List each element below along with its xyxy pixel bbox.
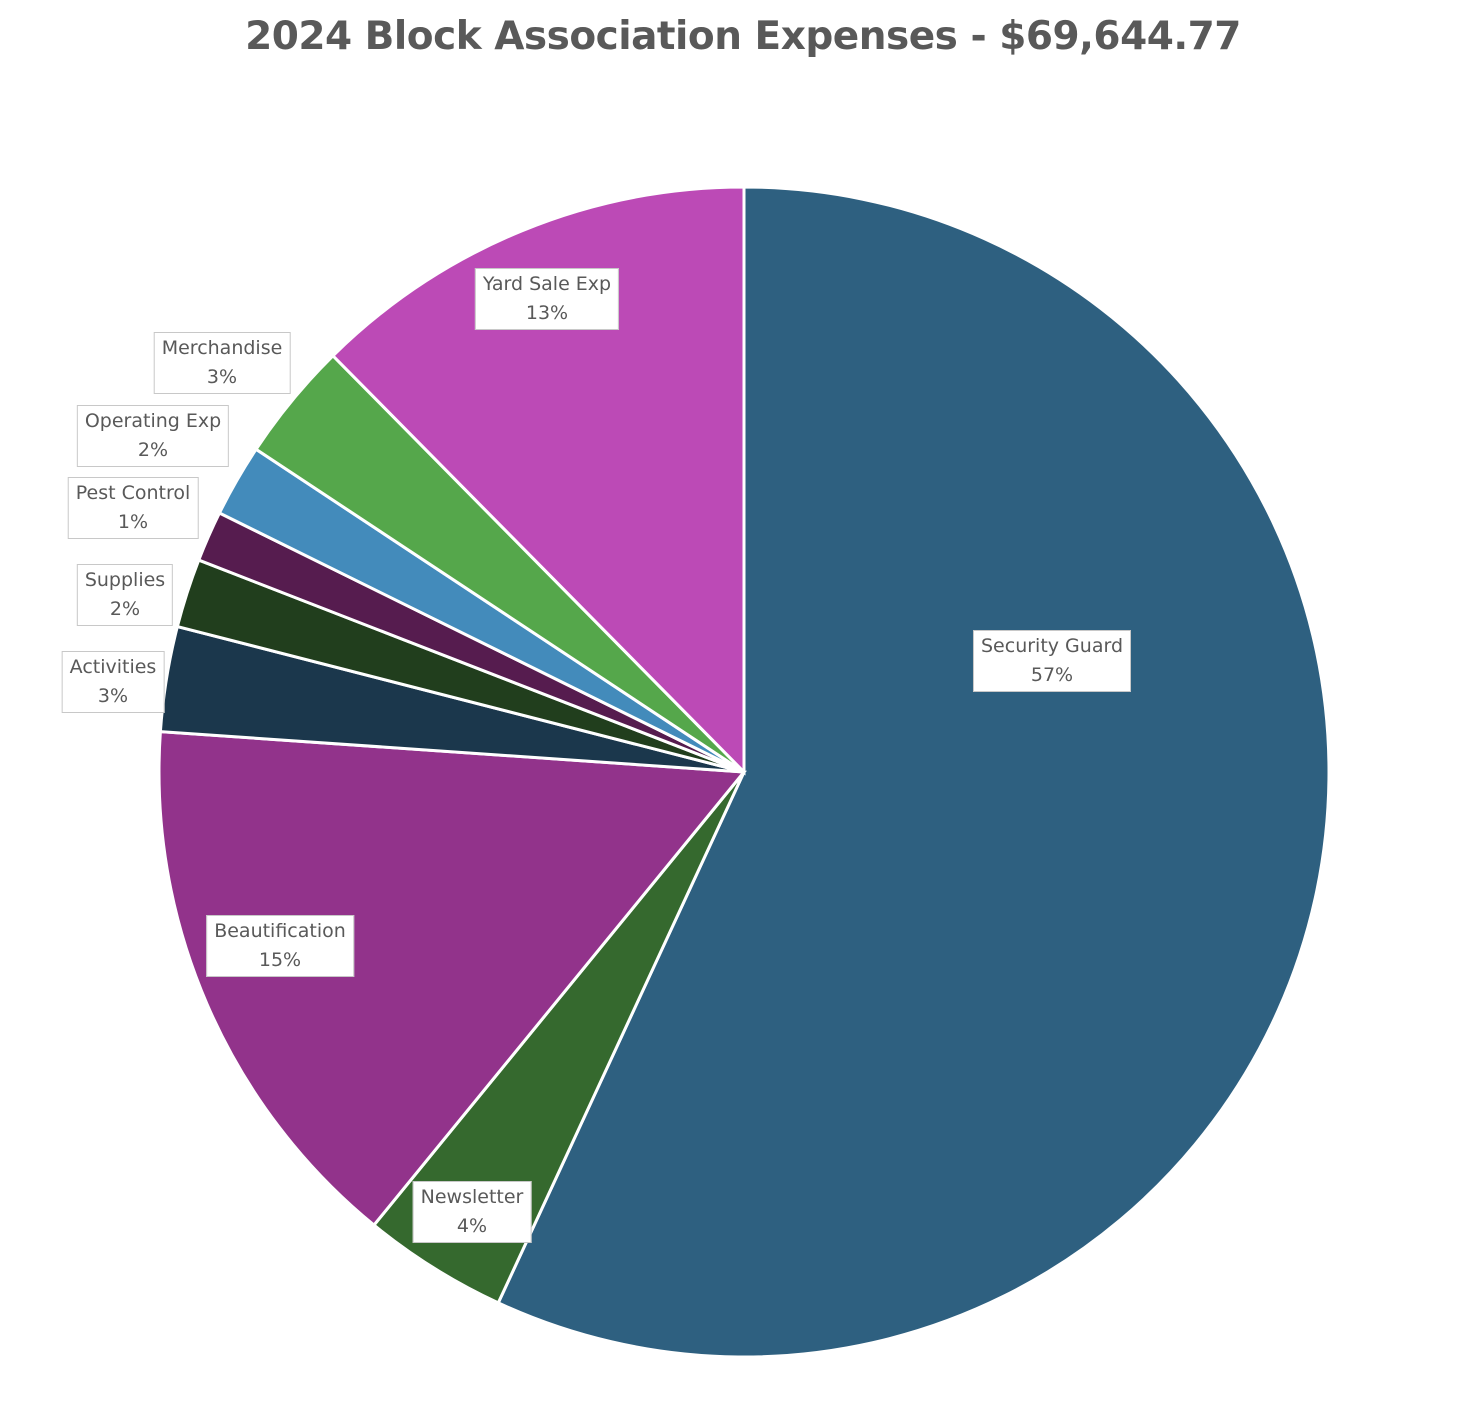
data-label: Beautification 15% [206,915,354,977]
data-label: Newsletter 4% [412,1181,532,1243]
data-label-name: Operating Exp [84,410,222,432]
data-label-name: Merchandise [161,337,283,359]
data-label-value: 13% [525,302,569,324]
data-label: Activities 3% [61,651,165,713]
data-label: Yard Sale Exp 13% [474,268,620,330]
chart-title: 2024 Block Association Expenses - $69,64… [245,14,1241,59]
pie-slice-yard-sale-exp [330,185,746,776]
pie-slice-security-guard [496,185,1331,1359]
data-label-value: 4% [456,1215,488,1237]
data-label-name: Security Guard [980,635,1124,657]
data-label-name: Beautification [214,920,346,942]
data-label: Pest Control 1% [67,477,199,539]
data-label: Operating Exp 2% [76,405,230,467]
pie-slice-beautification [157,729,747,1228]
data-label-value: 2% [109,598,141,620]
data-label: Security Guard 57% [972,630,1132,692]
data-label-name: Yard Sale Exp [482,273,612,295]
data-label: Merchandise 3% [153,332,291,394]
data-label-value: 57% [1030,664,1074,686]
data-label-name: Activities [69,656,157,678]
data-label-name: Pest Control [75,482,191,504]
data-label-value: 3% [206,366,238,388]
data-label-name: Newsletter [420,1186,524,1208]
data-label-value: 2% [137,439,169,461]
data-label: Supplies 2% [76,564,174,626]
data-label-name: Supplies [84,569,166,591]
data-label-value: 1% [117,511,149,533]
data-label-value: 3% [97,685,129,707]
data-label-value: 15% [258,949,302,971]
